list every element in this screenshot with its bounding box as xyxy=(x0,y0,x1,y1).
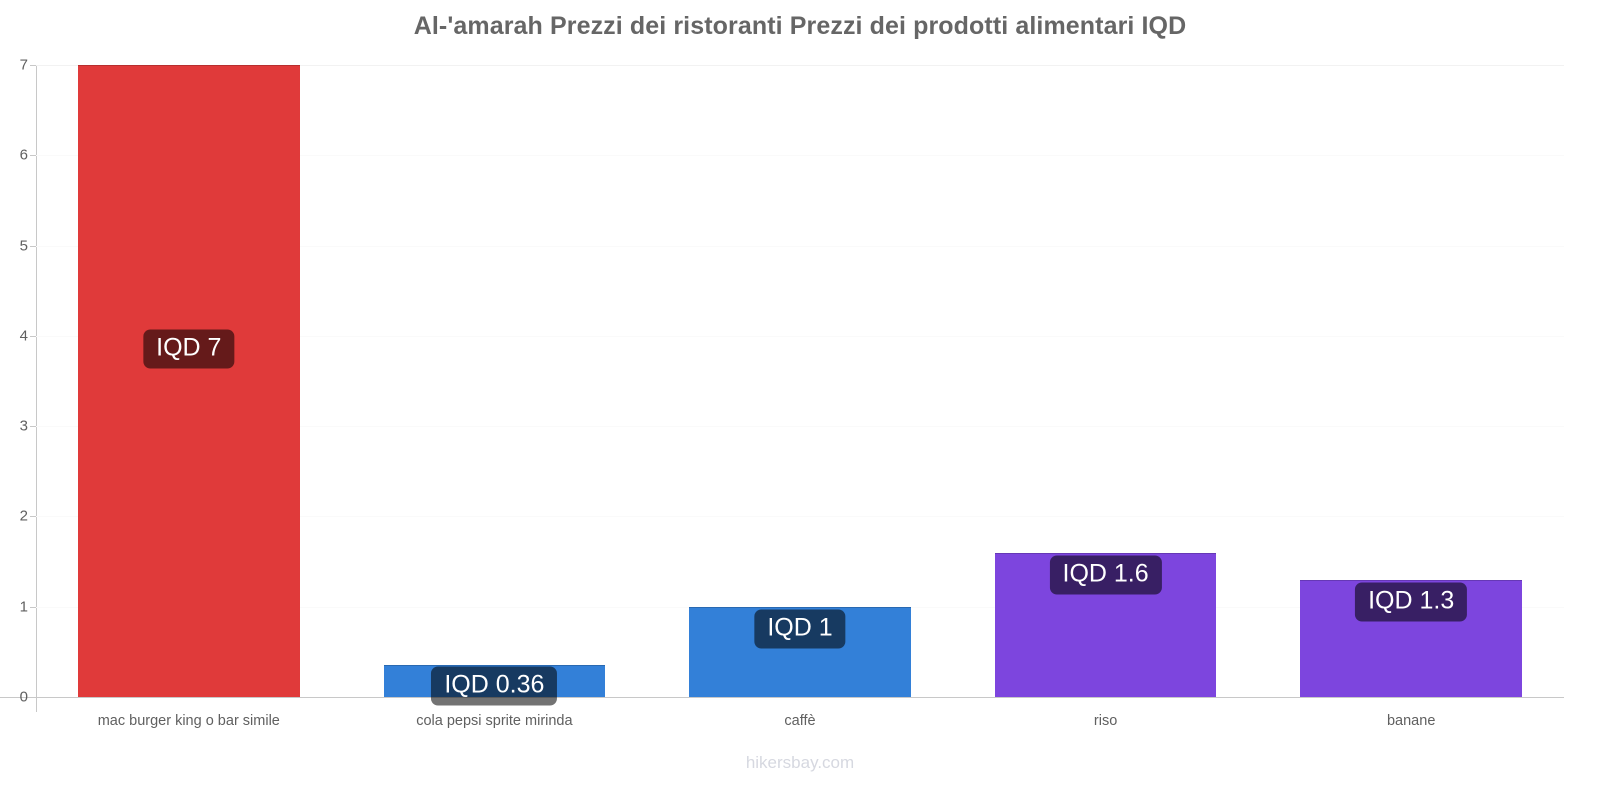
bar-value-label: IQD 7 xyxy=(143,329,235,369)
y-axis-tick-label: 6 xyxy=(19,146,28,164)
plot-area: IQD 7 IQD 0.36 IQD 1 IQD 1.6 IQD 1.3 xyxy=(36,65,1564,706)
y-axis-tick-label: 7 xyxy=(19,56,28,74)
y-axis-line xyxy=(36,65,37,712)
y-axis-tick-label: 2 xyxy=(19,507,28,525)
y-axis-tick-mark xyxy=(30,335,36,337)
y-axis-tick-mark xyxy=(30,606,36,608)
x-axis-category-label: mac burger king o bar simile xyxy=(97,713,280,729)
y-axis-tick-mark xyxy=(30,245,36,247)
y-axis-tick-label: 0 xyxy=(19,688,28,706)
footer-watermark: hikersbay.com xyxy=(745,753,855,772)
y-axis-tick-label: 1 xyxy=(19,598,28,616)
y-axis-tick-mark xyxy=(30,155,36,157)
x-axis-category-label: cola pepsi sprite mirinda xyxy=(416,713,573,729)
gridline xyxy=(36,426,1564,428)
y-axis-tick-mark xyxy=(30,697,36,698)
chart-title: Al-'amarah Prezzi dei ristoranti Prezzi … xyxy=(413,12,1187,40)
bar-value-label: IQD 1.6 xyxy=(1049,555,1162,595)
x-axis-category-label: riso xyxy=(1093,713,1118,729)
gridline xyxy=(36,155,1564,157)
x-axis-category-label: banane xyxy=(1386,713,1436,729)
y-axis-tick-mark xyxy=(30,516,36,518)
y-axis-tick-label: 5 xyxy=(19,237,28,255)
y-axis-tick-mark xyxy=(30,65,36,66)
gridline xyxy=(36,516,1564,518)
bar-value-label: IQD 1 xyxy=(754,609,846,649)
gridline xyxy=(36,245,1564,247)
y-axis-tick-mark xyxy=(30,426,36,428)
bar[interactable] xyxy=(78,65,300,697)
bar-value-label: IQD 0.36 xyxy=(431,666,558,706)
bar-value-label: IQD 1.3 xyxy=(1355,582,1468,622)
x-axis-baseline xyxy=(0,697,1564,698)
gridline xyxy=(36,335,1564,337)
x-axis-category-label: caffè xyxy=(784,713,816,729)
y-axis-tick-label: 3 xyxy=(19,417,28,435)
y-axis-tick-label: 4 xyxy=(19,327,28,345)
gridline xyxy=(36,65,1564,66)
